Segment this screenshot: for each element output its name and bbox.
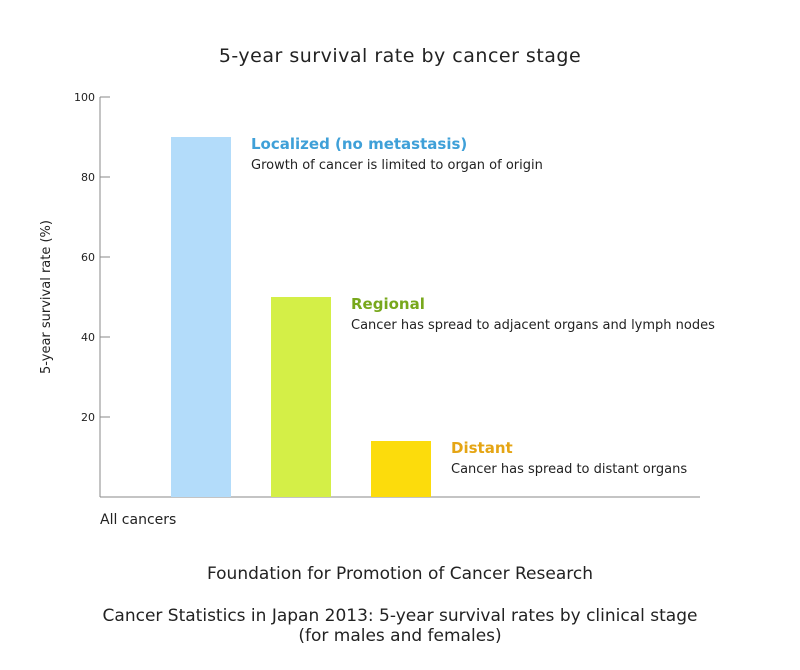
- chart-title: 5-year survival rate by cancer stage: [219, 45, 581, 67]
- series-label: Regional: [351, 295, 425, 313]
- annotations: Localized (no metastasis) Growth of cance…: [251, 135, 715, 477]
- y-ticks: 20 40 60 80 100: [74, 91, 110, 424]
- citation-line-2: (for males and females): [298, 626, 502, 646]
- series-label: Localized (no metastasis): [251, 135, 467, 153]
- bar-distant: [371, 441, 431, 497]
- y-tick-label: 60: [81, 251, 95, 264]
- series-description: Cancer has spread to distant organs: [451, 462, 687, 477]
- citation-line-1: Cancer Statistics in Japan 2013: 5-year …: [102, 606, 698, 626]
- y-axis-label: 5-year survival rate (%): [39, 220, 54, 374]
- bar-chart: 5-year survival rate by cancer stage 5-y…: [39, 45, 715, 528]
- y-tick-label: 80: [81, 171, 95, 184]
- bar-regional: [271, 297, 331, 497]
- series-description: Cancer has spread to adjacent organs and…: [351, 318, 715, 333]
- y-tick-label: 40: [81, 331, 95, 344]
- bar-localized: [171, 137, 231, 497]
- y-tick-label: 100: [74, 91, 95, 104]
- y-tick-label: 20: [81, 411, 95, 424]
- series-label: Distant: [451, 439, 513, 457]
- bars: [171, 137, 431, 497]
- category-label: All cancers: [100, 512, 176, 528]
- source-text: Foundation for Promotion of Cancer Resea…: [206, 564, 593, 584]
- series-description: Growth of cancer is limited to organ of …: [251, 158, 543, 173]
